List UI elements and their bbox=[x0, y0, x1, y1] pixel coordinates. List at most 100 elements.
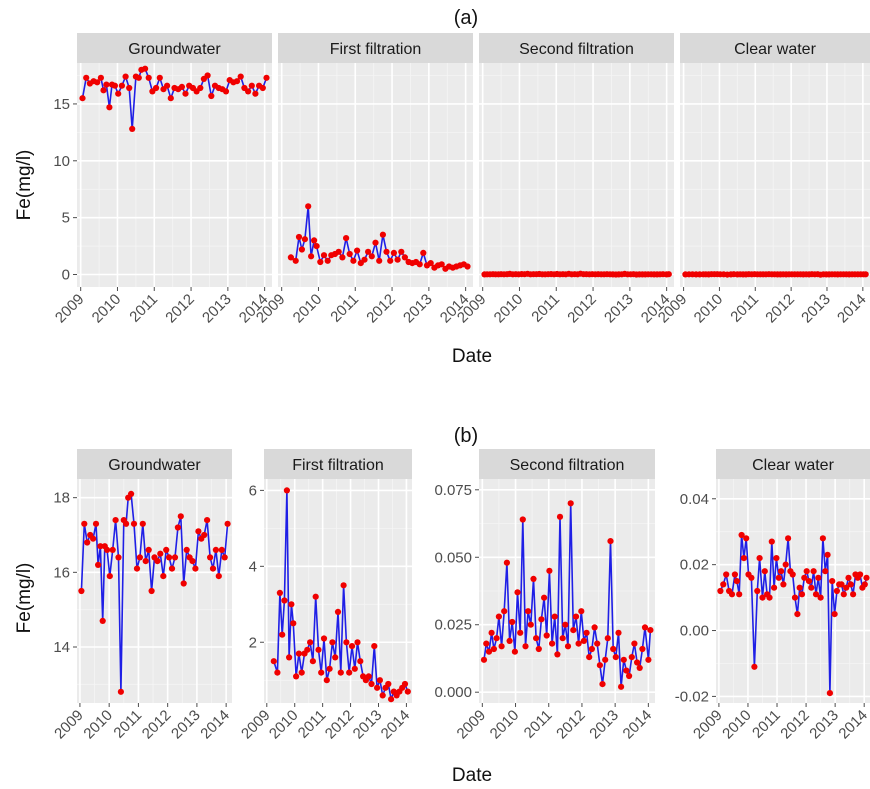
panel-a-x-tick-label-3-2: 2011 bbox=[727, 291, 762, 326]
panel-a-data-point-0-6 bbox=[100, 87, 107, 94]
panel-a-data-point-0-20 bbox=[145, 74, 152, 81]
panel-b-data-point-0-22 bbox=[136, 554, 143, 561]
panel-b-data-point-0-17 bbox=[123, 520, 130, 527]
panel-b-data-point-2-15 bbox=[519, 516, 526, 523]
panel-b-data-point-0-40 bbox=[189, 558, 196, 565]
panel-a-data-point-0-29 bbox=[178, 83, 185, 90]
panel-b-data-point-0-48 bbox=[212, 546, 219, 554]
panel-b-data-point-1-17 bbox=[315, 646, 322, 653]
panel-b-data-point-0-45 bbox=[204, 517, 211, 524]
panel-a-data-point-1-22 bbox=[365, 248, 372, 255]
panel-a-data-point-1-9 bbox=[317, 258, 324, 266]
panel-b-data-point-2-52 bbox=[618, 683, 625, 690]
panel-a-data-point-0-25 bbox=[164, 82, 171, 89]
panel-b-data-point-0-49 bbox=[215, 573, 222, 580]
panel-b-data-point-3-43 bbox=[822, 568, 829, 575]
panel-b-data-point-3-2 bbox=[723, 571, 730, 578]
panel-b-data-point-1-21 bbox=[326, 665, 333, 672]
panel-b-data-point-1-30 bbox=[351, 665, 358, 672]
panel-b-data-point-3-14 bbox=[754, 587, 761, 595]
panel-b-data-point-2-8 bbox=[501, 608, 508, 615]
panel-b-data-point-1-13 bbox=[304, 646, 311, 653]
panel-b-data-point-1-32 bbox=[357, 658, 364, 665]
panel-b-data-point-2-46 bbox=[602, 656, 609, 663]
panel-a-data-point-0-7 bbox=[103, 81, 110, 88]
panel-a-strip-bg-3 bbox=[680, 33, 870, 63]
panel-b-data-point-3-24 bbox=[778, 568, 785, 575]
panel-a-data-point-0-34 bbox=[197, 84, 204, 92]
panel-b-data-point-2-43 bbox=[594, 640, 601, 647]
panel-b-data-point-3-54 bbox=[847, 581, 854, 588]
panel-b-data-point-2-44 bbox=[596, 662, 604, 669]
panel-b-data-point-0-1 bbox=[81, 520, 88, 527]
panel-a-x-tick-label-0-4: 2013 bbox=[199, 291, 235, 327]
panel-b-data-point-2-27 bbox=[551, 613, 558, 620]
panel-b-data-point-3-60 bbox=[861, 581, 868, 588]
panel-a-strip-bg-0 bbox=[77, 33, 272, 63]
panel-a-data-point-0-48 bbox=[248, 82, 255, 89]
panel-a-data-point-1-5 bbox=[305, 203, 312, 210]
panel-b-x-tick-label-1-5: 2014 bbox=[378, 707, 414, 743]
panel-b-x-tick-label-2-3: 2012 bbox=[553, 707, 589, 743]
panel-b-data-point-2-41 bbox=[588, 645, 596, 653]
panel-b-x-tick-label-2-1: 2010 bbox=[487, 707, 523, 743]
panel-b-data-point-1-16 bbox=[312, 593, 319, 600]
panel-b-strip-label-2: Second filtration bbox=[510, 457, 625, 474]
panel-a-data-point-0-51 bbox=[259, 84, 266, 92]
panel-b-data-point-0-29 bbox=[157, 550, 164, 557]
panel-b-facets: Groundwater14161820092010201120122013201… bbox=[51, 449, 870, 742]
panel-a-data-point-0-10 bbox=[111, 82, 118, 89]
panel-b-data-point-3-19 bbox=[766, 594, 773, 601]
panel-a-data-point-1-27 bbox=[383, 248, 390, 255]
panel-b-data-point-1-36 bbox=[368, 680, 375, 688]
panel-b-data-point-2-4 bbox=[490, 645, 497, 653]
panel-b-data-point-2-38 bbox=[580, 637, 588, 645]
panel-a-data-point-1-14 bbox=[335, 248, 342, 255]
panel-b-x-tick-label-2-2: 2011 bbox=[521, 707, 556, 742]
panel-b-data-point-1-24 bbox=[334, 608, 342, 616]
panel-b-data-point-2-25 bbox=[546, 567, 553, 574]
panel-b-data-point-0-37 bbox=[180, 580, 187, 587]
panel-b-data-point-2-45 bbox=[599, 681, 606, 688]
panel-b-data-point-2-35 bbox=[572, 613, 580, 620]
panel-b-y-tick-label-0-0: 14 bbox=[53, 639, 70, 656]
panel-b-data-point-0-12 bbox=[109, 546, 116, 554]
panel-b-data-point-0-34 bbox=[171, 554, 179, 561]
panel-b-data-point-1-29 bbox=[348, 643, 356, 650]
panel-a-y-tick-label-0-2: 10 bbox=[53, 153, 70, 170]
panel-a-y-tick-label-0-3: 15 bbox=[53, 96, 70, 113]
panel-b-data-point-3-6 bbox=[733, 578, 741, 585]
panel-b-data-point-1-27 bbox=[343, 639, 350, 646]
panel-b-y-tick-label-2-2: 0.050 bbox=[434, 549, 472, 566]
panel-b-data-point-3-52 bbox=[843, 584, 850, 591]
panel-a-data-point-1-26 bbox=[379, 231, 386, 238]
panel-a-data-point-0-49 bbox=[252, 90, 259, 97]
panel-a-data-point-0-37 bbox=[208, 92, 215, 100]
panel-b-data-point-2-6 bbox=[495, 613, 502, 620]
panel-b-y-tick-label-3-3: 0.04 bbox=[680, 491, 709, 508]
panel-b-data-point-3-55 bbox=[850, 591, 857, 598]
panel-b-data-point-2-29 bbox=[556, 513, 564, 520]
panel-a-data-point-1-31 bbox=[398, 248, 405, 255]
panel-b-data-point-2-13 bbox=[514, 589, 521, 596]
panel-b-strip-bg-0 bbox=[77, 449, 232, 479]
panel-b-data-point-0-26 bbox=[148, 587, 155, 595]
panel-a-data-point-1-39 bbox=[427, 260, 434, 267]
panel-a-data-point-1-1 bbox=[292, 257, 299, 264]
panel-a-data-point-1-4 bbox=[301, 236, 308, 243]
panel-b-data-point-0-20 bbox=[130, 520, 138, 527]
panel-a-data-point-1-24 bbox=[372, 239, 379, 246]
panel-b-data-point-2-2 bbox=[485, 648, 493, 655]
panel-b-data-point-2-40 bbox=[586, 654, 593, 661]
panel-a-data-point-1-11 bbox=[324, 257, 331, 264]
panel-b-data-point-0-2 bbox=[84, 539, 91, 546]
panel-b-data-point-2-49 bbox=[610, 645, 617, 653]
panel-a-data-point-0-5 bbox=[97, 74, 104, 81]
panel-b-data-point-1-28 bbox=[346, 669, 353, 676]
panel-b-data-point-2-10 bbox=[506, 637, 513, 645]
panel-a-x-tick-label-1-3: 2012 bbox=[363, 291, 399, 327]
panel-a-x-tick-label-1-2: 2011 bbox=[327, 291, 362, 326]
panel-a-data-point-1-32 bbox=[401, 254, 408, 261]
